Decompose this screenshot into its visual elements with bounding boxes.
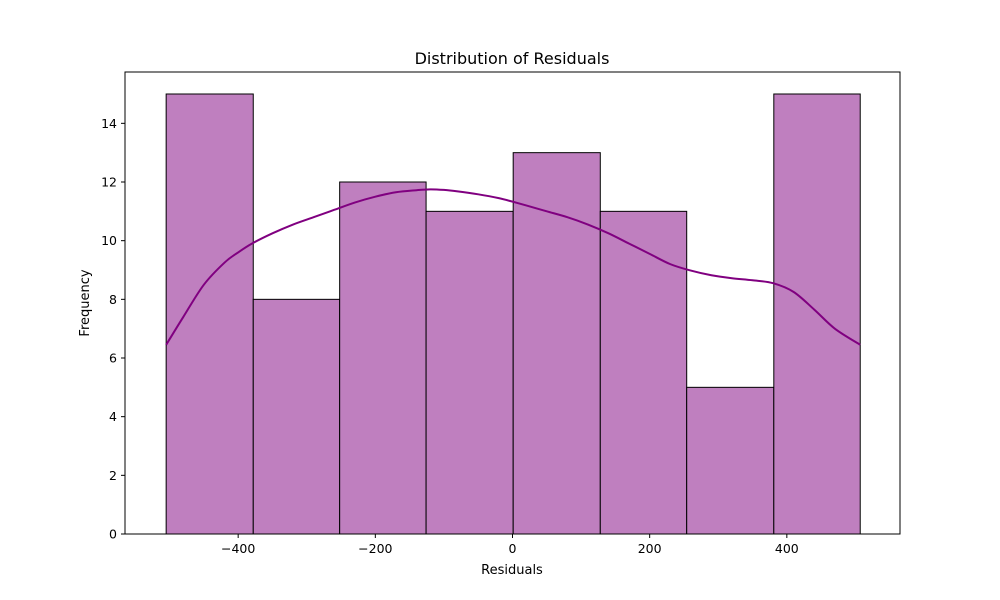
y-tick-label: 4	[109, 409, 117, 424]
histogram-bar	[165, 93, 254, 535]
histogram-bar	[252, 298, 341, 535]
histogram-bar	[686, 386, 775, 535]
histogram-bar	[773, 93, 861, 535]
y-tick-label: 0	[109, 527, 117, 542]
x-axis: −400 −200 0 200 400	[221, 534, 799, 556]
y-axis-label: Frequency	[78, 269, 93, 336]
y-tick-label: 12	[101, 175, 117, 190]
y-tick-label: 14	[101, 116, 117, 131]
y-tick-label: 10	[101, 233, 117, 248]
x-tick-label: −200	[358, 541, 392, 556]
histogram-bar	[425, 210, 514, 535]
chart-title: Distribution of Residuals	[415, 49, 610, 68]
y-tick-label: 8	[109, 292, 117, 307]
histogram-bars	[165, 93, 861, 535]
kde-curve	[165, 188, 861, 346]
y-tick-label: 6	[109, 351, 117, 366]
y-axis: 0 2 4 6 8 10 12 14	[101, 116, 125, 542]
x-tick-label: 400	[775, 541, 799, 556]
x-tick-label: 200	[638, 541, 662, 556]
histogram-bar	[599, 210, 688, 535]
x-axis-label: Residuals	[481, 563, 543, 578]
y-tick-label: 2	[109, 468, 117, 483]
histogram-bar	[512, 152, 601, 535]
histogram-bar	[339, 181, 427, 535]
x-tick-label: 0	[509, 541, 517, 556]
x-tick-label: −400	[221, 541, 255, 556]
